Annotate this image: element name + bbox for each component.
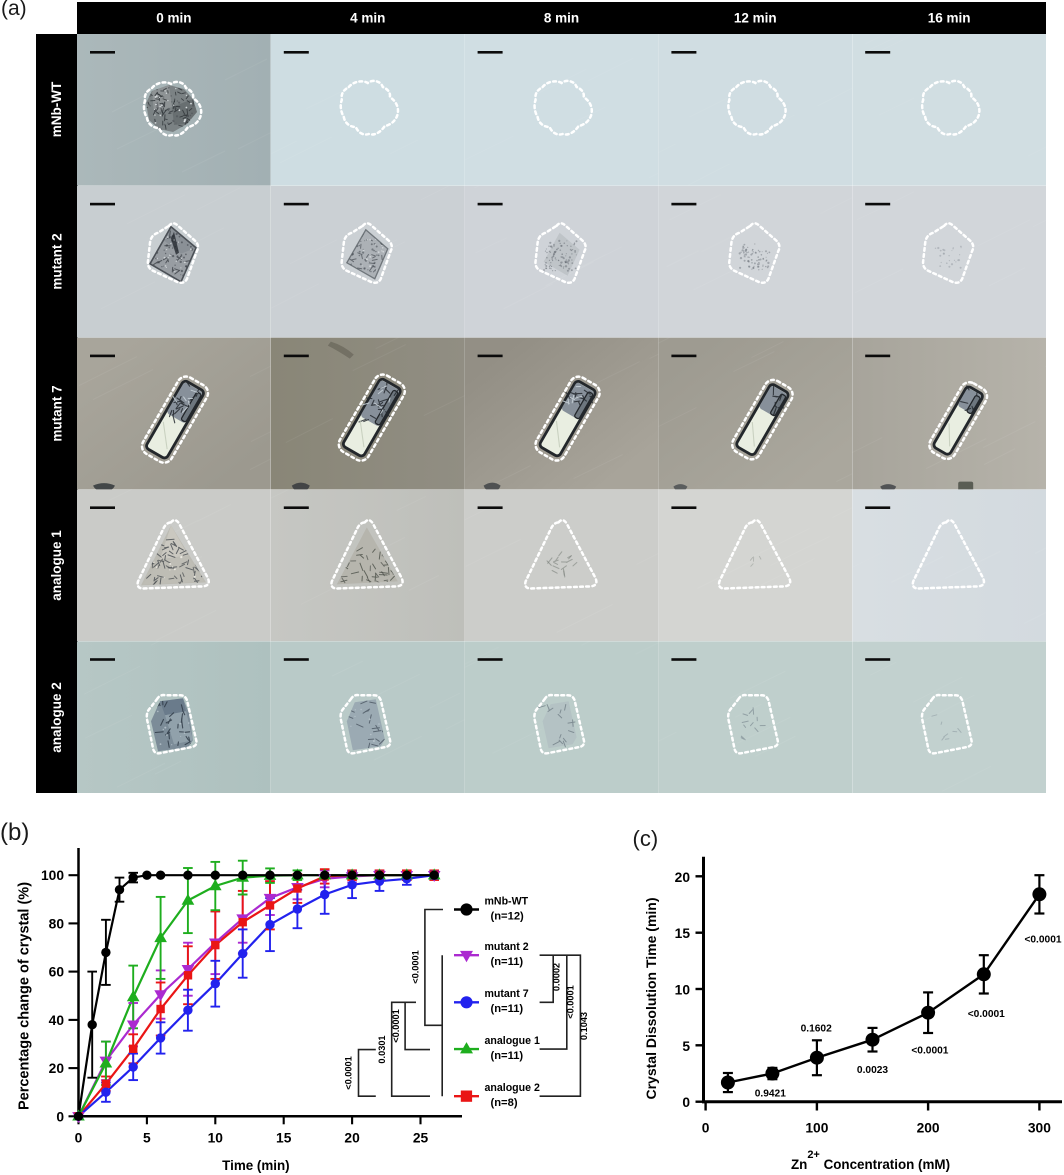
- svg-text:Zn2+ Concentration (mM): Zn2+ Concentration (mM): [791, 1149, 950, 1172]
- svg-text:(n=8): (n=8): [491, 1097, 518, 1109]
- svg-text:15: 15: [276, 1130, 292, 1145]
- svg-text:200: 200: [917, 1121, 940, 1136]
- svg-text:0.0002: 0.0002: [552, 963, 562, 991]
- svg-text:0: 0: [56, 1109, 64, 1124]
- svg-text:<0.0001: <0.0001: [344, 1056, 354, 1089]
- svg-text:Crystal Dissolution Time (min): Crystal Dissolution Time (min): [643, 898, 659, 1100]
- svg-text:mNb-WT: mNb-WT: [485, 895, 529, 907]
- svg-text:0.1043: 0.1043: [579, 1012, 589, 1040]
- svg-text:<0.0001: <0.0001: [968, 1009, 1005, 1020]
- svg-text:20: 20: [49, 1061, 65, 1076]
- svg-text:5: 5: [682, 1039, 690, 1054]
- svg-text:0: 0: [702, 1121, 710, 1136]
- svg-text:<0.0001: <0.0001: [391, 1009, 401, 1042]
- svg-text:(n=11): (n=11): [491, 1050, 524, 1062]
- svg-text:10: 10: [208, 1130, 224, 1145]
- svg-text:<0.0001: <0.0001: [565, 985, 575, 1018]
- svg-text:20: 20: [675, 870, 691, 885]
- svg-text:20: 20: [344, 1130, 360, 1145]
- svg-text:0.0023: 0.0023: [857, 1065, 888, 1076]
- svg-text:0.0301: 0.0301: [377, 1035, 387, 1063]
- svg-text:analogue 2: analogue 2: [485, 1082, 540, 1094]
- svg-text:40: 40: [49, 1013, 65, 1028]
- svg-text:(n=12): (n=12): [491, 910, 525, 922]
- svg-text:(n=11): (n=11): [491, 1003, 524, 1015]
- svg-text:analogue 1: analogue 1: [485, 1035, 540, 1047]
- svg-text:15: 15: [675, 926, 691, 941]
- svg-text:<0.0001: <0.0001: [911, 1046, 948, 1057]
- svg-text:(n=11): (n=11): [491, 956, 524, 968]
- svg-text:<0.0001: <0.0001: [1024, 935, 1061, 946]
- svg-text:0: 0: [682, 1095, 690, 1110]
- svg-text:5: 5: [143, 1130, 151, 1145]
- svg-text:<0.0001: <0.0001: [410, 950, 420, 983]
- svg-text:0.1602: 0.1602: [801, 1024, 832, 1035]
- svg-text:Percentage change of crystal (: Percentage change of crystal (%): [16, 882, 32, 1110]
- svg-text:0.9421: 0.9421: [755, 1088, 786, 1099]
- svg-text:0: 0: [75, 1130, 83, 1145]
- svg-text:10: 10: [675, 983, 691, 998]
- svg-text:80: 80: [49, 916, 65, 931]
- svg-text:mutant 2: mutant 2: [485, 941, 529, 953]
- svg-text:100: 100: [41, 868, 64, 883]
- svg-text:300: 300: [1028, 1121, 1051, 1136]
- svg-text:Time (min): Time (min): [222, 1158, 289, 1173]
- svg-text:mutant 7: mutant 7: [485, 988, 529, 1000]
- svg-text:25: 25: [413, 1130, 429, 1145]
- svg-text:60: 60: [49, 965, 65, 980]
- svg-text:100: 100: [805, 1121, 828, 1136]
